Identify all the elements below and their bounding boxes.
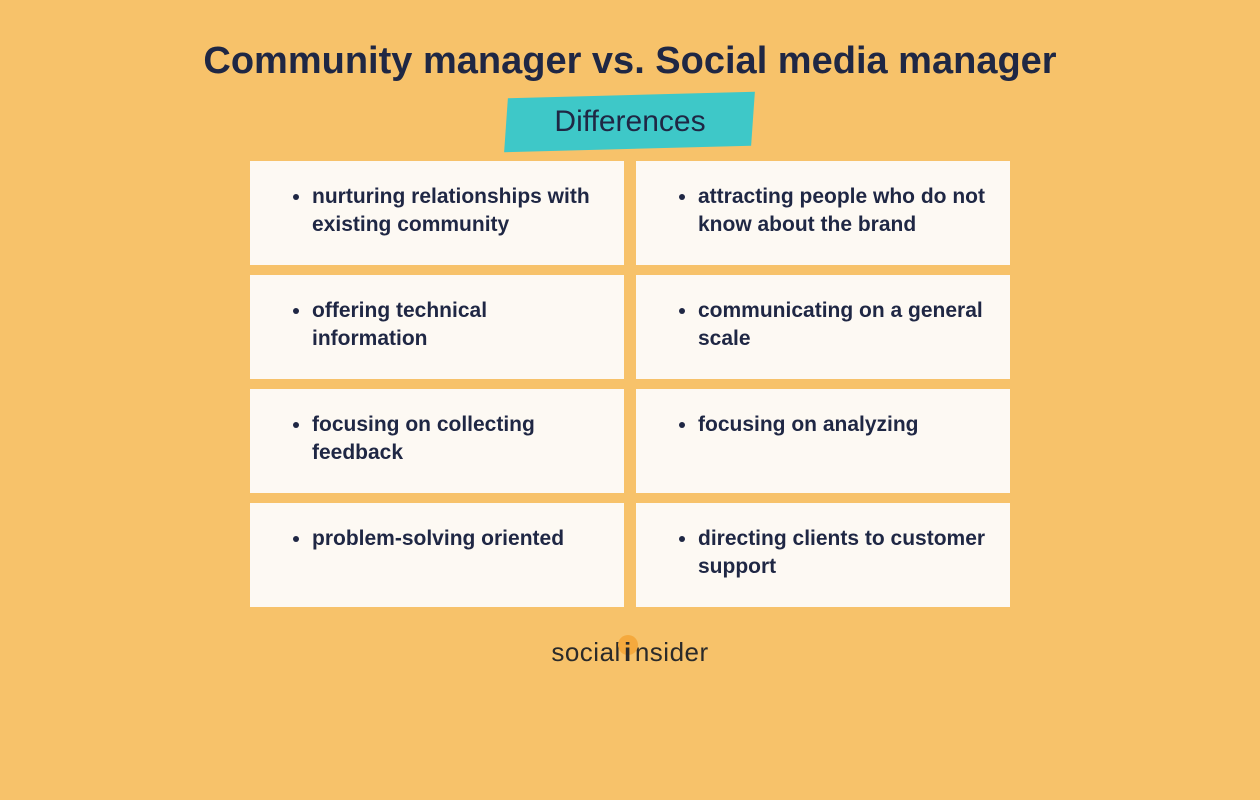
list-item: problem-solving oriented [312, 525, 564, 553]
table-cell: offering technical information [250, 275, 624, 379]
list-item: communicating on a general scale [698, 297, 986, 354]
list-item: focusing on analyzing [698, 411, 919, 439]
list-item: focusing on collecting feedback [312, 411, 600, 468]
table-cell: focusing on collecting feedback [250, 389, 624, 493]
table-cell: communicating on a general scale [636, 275, 1010, 379]
table-cell: nurturing relationships with existing co… [250, 161, 624, 265]
table-cell: directing clients to customer support [636, 503, 1010, 607]
list-item: offering technical information [312, 297, 600, 354]
table-cell: focusing on analyzing [636, 389, 1010, 493]
brand-logo: socialinsider [551, 637, 708, 668]
page-title: Community manager vs. Social media manag… [203, 40, 1056, 83]
comparison-grid: nurturing relationships with existing co… [250, 161, 1010, 607]
subtitle-text: Differences [526, 101, 733, 143]
logo-accent-icon: i [621, 637, 635, 668]
infographic-canvas: Community manager vs. Social media manag… [0, 0, 1260, 800]
list-item: directing clients to customer support [698, 525, 986, 582]
subtitle-container: Differences [526, 101, 733, 143]
list-item: nurturing relationships with existing co… [312, 183, 600, 240]
logo-text-part1: social [551, 637, 620, 668]
logo-text-part2: nsider [635, 637, 709, 668]
table-cell: attracting people who do not know about … [636, 161, 1010, 265]
table-cell: problem-solving oriented [250, 503, 624, 607]
list-item: attracting people who do not know about … [698, 183, 986, 240]
